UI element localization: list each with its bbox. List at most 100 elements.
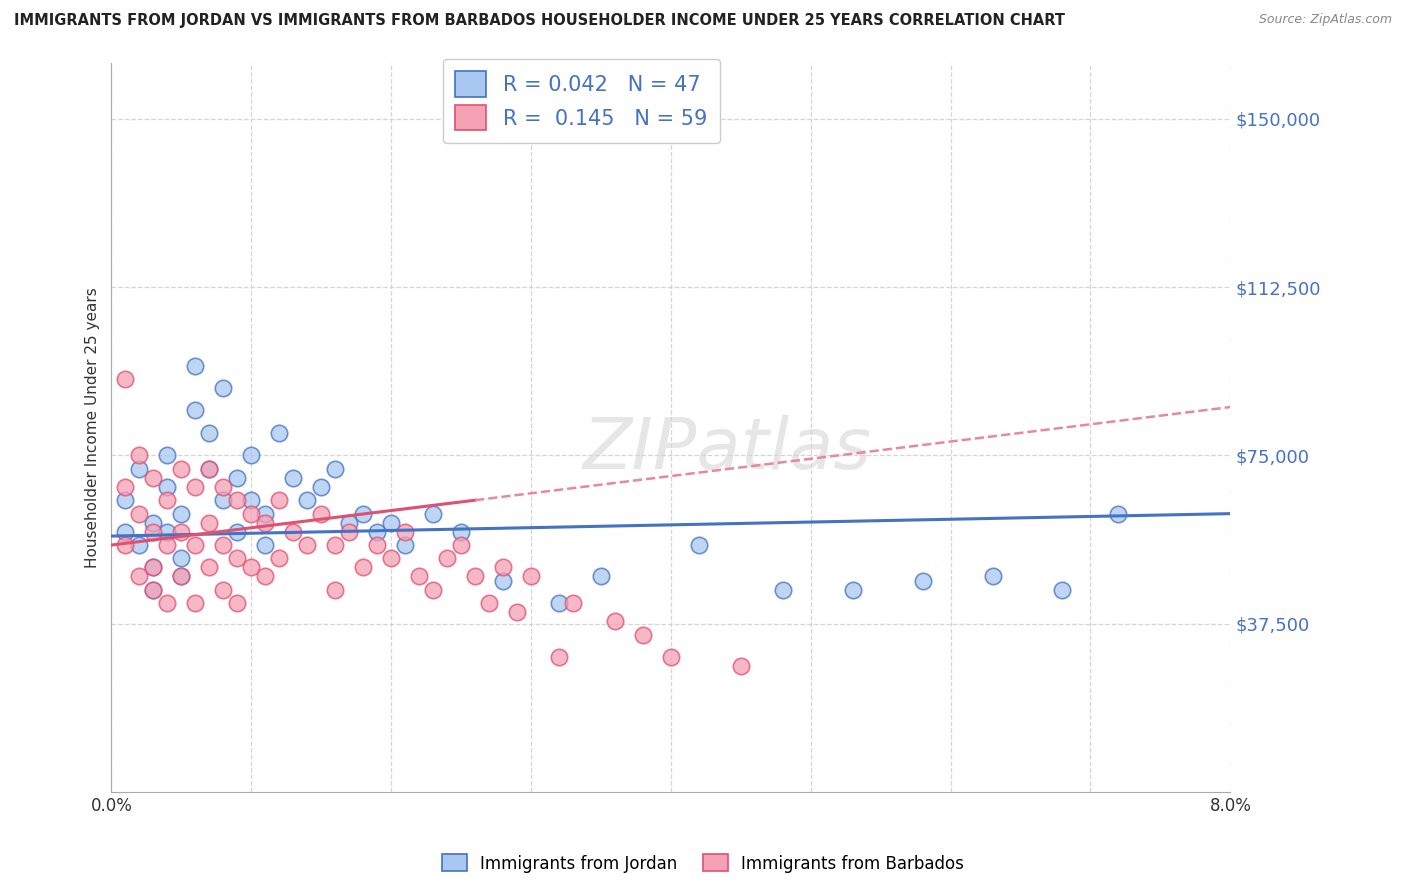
Point <box>589 569 612 583</box>
Point <box>128 462 150 476</box>
Point <box>170 569 193 583</box>
Point <box>184 359 207 373</box>
Point <box>394 524 416 539</box>
Point <box>506 605 529 619</box>
Point <box>254 538 277 552</box>
Point <box>156 493 179 508</box>
Point <box>380 551 402 566</box>
Point <box>323 462 346 476</box>
Point <box>478 596 501 610</box>
Point <box>450 524 472 539</box>
Point <box>114 480 136 494</box>
Point <box>548 596 571 610</box>
Point <box>156 448 179 462</box>
Point <box>142 582 165 597</box>
Point <box>730 659 752 673</box>
Point <box>688 538 710 552</box>
Point <box>309 480 332 494</box>
Point <box>156 538 179 552</box>
Point <box>548 650 571 665</box>
Point <box>170 551 193 566</box>
Point <box>114 524 136 539</box>
Legend: R = 0.042   N = 47, R =  0.145   N = 59: R = 0.042 N = 47, R = 0.145 N = 59 <box>443 59 720 143</box>
Y-axis label: Householder Income Under 25 years: Householder Income Under 25 years <box>86 287 100 567</box>
Point <box>297 538 319 552</box>
Point <box>366 538 388 552</box>
Point <box>772 582 794 597</box>
Point <box>269 551 291 566</box>
Point <box>184 538 207 552</box>
Point <box>492 574 515 588</box>
Legend: Immigrants from Jordan, Immigrants from Barbados: Immigrants from Jordan, Immigrants from … <box>436 847 970 880</box>
Point <box>323 538 346 552</box>
Point <box>283 524 305 539</box>
Point <box>226 551 249 566</box>
Point <box>212 493 235 508</box>
Point <box>170 462 193 476</box>
Point <box>142 516 165 530</box>
Point <box>450 538 472 552</box>
Point <box>240 448 263 462</box>
Point <box>226 471 249 485</box>
Point <box>142 560 165 574</box>
Point <box>198 462 221 476</box>
Point <box>170 507 193 521</box>
Point <box>337 524 360 539</box>
Point <box>911 574 934 588</box>
Point <box>1052 582 1074 597</box>
Point <box>337 516 360 530</box>
Point <box>184 480 207 494</box>
Point <box>254 516 277 530</box>
Point <box>114 493 136 508</box>
Point <box>562 596 585 610</box>
Point <box>212 480 235 494</box>
Point <box>156 596 179 610</box>
Point <box>212 582 235 597</box>
Point <box>269 493 291 508</box>
Point <box>184 403 207 417</box>
Point <box>603 614 626 628</box>
Point <box>408 569 430 583</box>
Point <box>422 507 444 521</box>
Point <box>142 524 165 539</box>
Point <box>128 448 150 462</box>
Point <box>128 507 150 521</box>
Point <box>520 569 543 583</box>
Point <box>198 462 221 476</box>
Point <box>170 569 193 583</box>
Point <box>142 582 165 597</box>
Point <box>128 569 150 583</box>
Text: Source: ZipAtlas.com: Source: ZipAtlas.com <box>1258 13 1392 27</box>
Point <box>156 524 179 539</box>
Point <box>240 507 263 521</box>
Point <box>436 551 458 566</box>
Point <box>380 516 402 530</box>
Text: ZIPatlas: ZIPatlas <box>582 415 872 483</box>
Point <box>283 471 305 485</box>
Point <box>323 582 346 597</box>
Point <box>156 480 179 494</box>
Point <box>240 493 263 508</box>
Point <box>198 516 221 530</box>
Point <box>240 560 263 574</box>
Point <box>464 569 486 583</box>
Point <box>254 507 277 521</box>
Point <box>170 524 193 539</box>
Point <box>226 524 249 539</box>
Point <box>981 569 1004 583</box>
Point <box>226 493 249 508</box>
Point <box>631 628 654 642</box>
Point <box>114 372 136 386</box>
Point <box>226 596 249 610</box>
Point <box>142 560 165 574</box>
Point <box>212 538 235 552</box>
Point <box>394 538 416 552</box>
Point <box>492 560 515 574</box>
Point <box>309 507 332 521</box>
Point <box>212 381 235 395</box>
Point <box>128 538 150 552</box>
Text: IMMIGRANTS FROM JORDAN VS IMMIGRANTS FROM BARBADOS HOUSEHOLDER INCOME UNDER 25 Y: IMMIGRANTS FROM JORDAN VS IMMIGRANTS FRO… <box>14 13 1066 29</box>
Point <box>198 560 221 574</box>
Point <box>366 524 388 539</box>
Point <box>841 582 863 597</box>
